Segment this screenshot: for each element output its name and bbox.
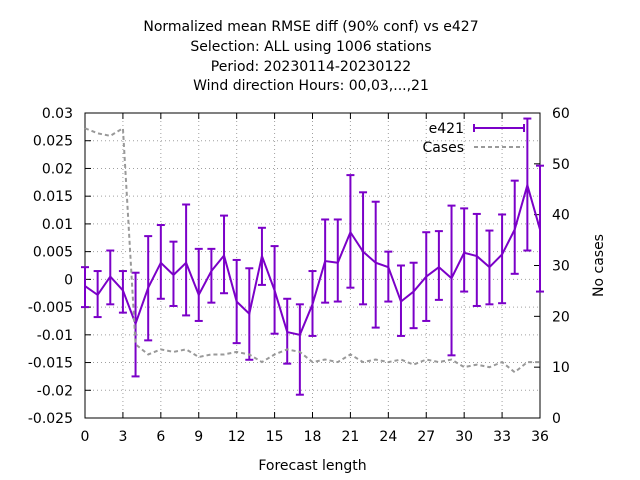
grid — [85, 113, 540, 418]
y-tick-label: 0.01 — [42, 217, 73, 233]
chart-title-block: Normalized mean RMSE diff (90% conf) vs … — [143, 19, 478, 94]
y-tick-label: -0.02 — [37, 383, 73, 399]
y2-tick-label: 20 — [552, 309, 570, 325]
x-axis-label: Forecast length — [258, 458, 366, 474]
x-tick-label: 30 — [455, 429, 473, 445]
y2-tick-label: 50 — [552, 157, 570, 173]
chart-subtitle-selection: Selection: ALL using 1006 stations — [190, 39, 431, 55]
y2-tick-label: 30 — [552, 259, 570, 275]
legend-label-cases: Cases — [422, 140, 464, 156]
y-tick-label: -0.015 — [28, 356, 73, 372]
y-tick-label: -0.005 — [28, 300, 73, 316]
chart-title: Normalized mean RMSE diff (90% conf) vs … — [143, 19, 478, 35]
series-e421 — [81, 117, 544, 396]
x-tick-label: 24 — [379, 429, 397, 445]
x-tick-label: 9 — [194, 429, 203, 445]
x-tick-label: 36 — [531, 429, 549, 445]
x-tick-label: 27 — [417, 429, 435, 445]
x-tick-label: 33 — [493, 429, 511, 445]
x-tick-label: 15 — [266, 429, 284, 445]
legend: e421 Cases — [422, 121, 525, 156]
y-tick-label: 0.02 — [42, 161, 73, 177]
series-line-cases — [84, 126, 540, 374]
y-tick-label: 0.025 — [33, 134, 73, 150]
series-layer — [81, 117, 544, 396]
x-tick-label: 6 — [156, 429, 165, 445]
x-tick-label: 3 — [118, 429, 127, 445]
series-line-e421 — [84, 181, 541, 336]
axis-ticks: 0 3 6 9 12 15 18 21 24 27 30 33 36-0.025-0.02-0.015-… — [28, 106, 570, 445]
y2-tick-label: 60 — [552, 106, 570, 122]
y-tick-label: 0 — [64, 272, 73, 288]
x-tick-label: 18 — [304, 429, 322, 445]
y-tick-label: -0.025 — [28, 411, 73, 427]
x-tick-label: 0 — [81, 429, 90, 445]
y2-tick-label: 10 — [552, 360, 570, 376]
y2-tick-label: 0 — [552, 411, 561, 427]
y-tick-label: 0.015 — [33, 189, 73, 205]
chart-subtitle-period: Period: 20230114-20230122 — [211, 59, 411, 75]
y-tick-label: 0.03 — [42, 106, 73, 122]
chart-subtitle-parameter: Wind direction Hours: 00,03,...,21 — [193, 78, 429, 94]
legend-label-e421: e421 — [429, 121, 464, 137]
x-tick-label: 21 — [342, 429, 360, 445]
y2-axis-label: No cases — [591, 234, 607, 297]
y2-tick-label: 40 — [552, 208, 570, 224]
y-tick-label: -0.01 — [37, 328, 73, 344]
y-tick-label: 0.005 — [33, 245, 73, 261]
x-tick-label: 12 — [228, 429, 246, 445]
series-cases — [84, 126, 540, 374]
